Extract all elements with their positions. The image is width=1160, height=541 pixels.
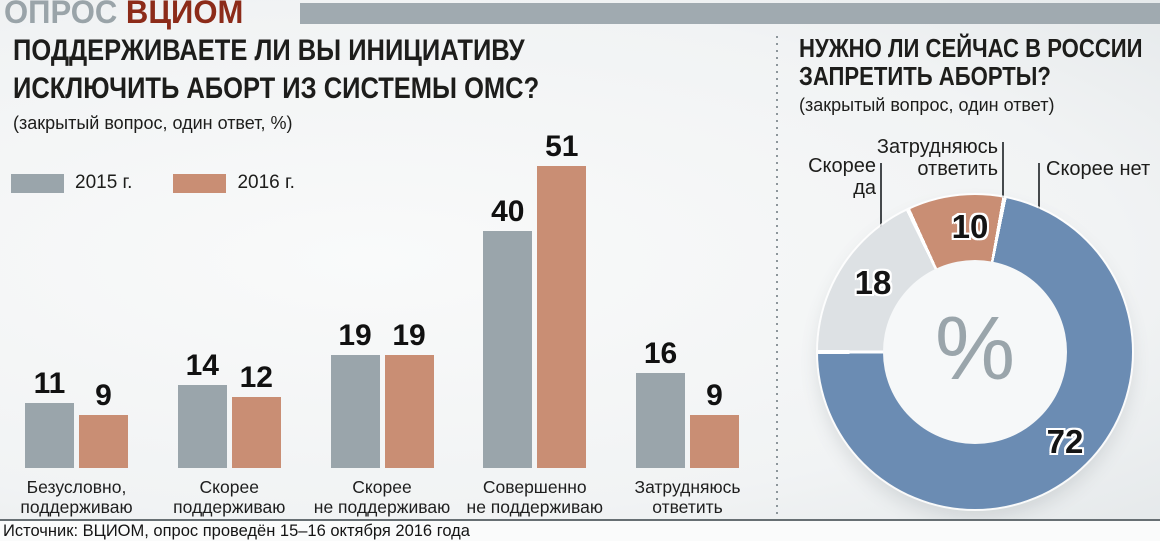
callout-rather-yes-line2: да (853, 177, 876, 199)
bar-group: 16 9 Затрудняюсь ответить (635, 339, 741, 518)
brand: ОПРОС ВЦИОМ (4, 0, 244, 30)
bar-value: 14 (185, 349, 219, 382)
bar-category-label: Скорее поддерживаю (173, 477, 286, 517)
callout-hard-to-say-line1: Затрудняюсь (876, 136, 998, 158)
bar-value: 9 (706, 379, 723, 412)
legend: 2015 г. 2016 г. (11, 172, 295, 194)
donut-value-hard-to-say: 10 (951, 208, 989, 245)
bar-group: 19 19 Скорее не поддерживаю (314, 321, 450, 518)
bar: 14 (177, 351, 227, 468)
bar: 40 (483, 197, 533, 468)
bar-group: 14 12 Скорее поддерживаю (173, 351, 285, 518)
leader-line-rather-yes (880, 163, 882, 251)
bar-category-label: Скорее не поддерживаю (313, 477, 451, 517)
bar-group: 40 51 Совершенно не поддерживаю (467, 132, 603, 518)
bar-value: 9 (95, 379, 112, 412)
donut-center-percent-symbol: % (934, 299, 1016, 399)
bar: 12 (231, 363, 281, 468)
donut-chart-title: НУЖНО ЛИ СЕЙЧАС В РОССИИ ЗАПРЕТИТЬ АБОРТ… (799, 34, 1143, 90)
brand-vciom: ВЦИОМ (125, 0, 244, 30)
bar-value: 16 (643, 337, 678, 370)
bar: 9 (690, 381, 739, 468)
legend-item-2015: 2015 г. (11, 172, 132, 194)
donut-value-rather-no: 72 (1046, 423, 1084, 460)
callout-hard-to-say-line2: ответить (917, 158, 998, 180)
bar-category-label: Совершенно не поддерживаю (466, 477, 603, 517)
bar: 16 (636, 339, 685, 468)
bar-group: 11 9 Безусловно, поддерживаю (20, 369, 132, 518)
bar-category-label: Безусловно, поддерживаю (20, 477, 133, 517)
callout-rather-yes: Скорее да (758, 155, 876, 199)
bar-chart-title-line2: ИСКЛЮЧИТЬ АБОРТ ИЗ СИСТЕМЫ ОМС? (13, 72, 540, 105)
legend-label-2015: 2015 г. (75, 172, 133, 193)
source-text: Источник: ВЦИОМ, опрос проведён 15–16 ок… (3, 522, 470, 540)
leader-line-rather-no (1038, 163, 1040, 242)
donut-chart-title-line1: НУЖНО ЛИ СЕЙЧАС В РОССИИ (799, 33, 1143, 63)
bar-value: 19 (392, 319, 426, 352)
callout-rather-yes-line1: Скорее (808, 155, 876, 177)
footer-rule (0, 519, 1160, 521)
callout-hard-to-say: Затрудняюсь ответить (848, 136, 998, 180)
bar: 19 (330, 321, 380, 468)
donut-value-rather-yes: 18 (854, 264, 892, 301)
legend-item-2016: 2016 г. (173, 172, 295, 194)
bar: 9 (79, 381, 128, 468)
bar-value: 40 (491, 195, 525, 228)
bar: 11 (25, 369, 74, 468)
bar-chart: 11 9 Безусловно, поддерживаю 14 12 Скорее подде… (20, 130, 741, 518)
leader-line-hard-to-say (1002, 142, 1004, 209)
legend-swatch-2016 (173, 173, 227, 193)
bar-value: 11 (33, 367, 66, 400)
bar-chart-subtitle: (закрытый вопрос, один ответ, %) (13, 113, 293, 133)
callout-rather-no: Скорее нет (1046, 158, 1151, 180)
donut-hole: % (883, 260, 1067, 444)
donut-chart: % (818, 195, 1132, 509)
dotted-divider (776, 36, 778, 514)
bar-value: 51 (545, 130, 579, 163)
bar-value: 12 (239, 361, 273, 394)
legend-label-2016: 2016 г. (237, 172, 295, 193)
legend-swatch-2015 (11, 173, 64, 193)
bar-chart-title: ПОДДЕРЖИВАЕТЕ ЛИ ВЫ ИНИЦИАТИВУ ИСКЛЮЧИТЬ… (13, 32, 539, 108)
bar: 19 (384, 321, 434, 468)
bar-value: 19 (338, 319, 372, 352)
donut-chart-subtitle: (закрытый вопрос, один ответ) (799, 95, 1055, 115)
bar: 51 (537, 132, 587, 468)
footer-strip (0, 521, 1160, 541)
bar-category-label: Затрудняюсь ответить (634, 477, 741, 517)
brand-opros: ОПРОС (4, 0, 118, 30)
header-bar (300, 3, 1160, 24)
bar-chart-title-line1: ПОДДЕРЖИВАЕТЕ ЛИ ВЫ ИНИЦИАТИВУ (13, 34, 525, 67)
donut-chart-title-line2: ЗАПРЕТИТЬ АБОРТЫ? (799, 61, 1051, 91)
